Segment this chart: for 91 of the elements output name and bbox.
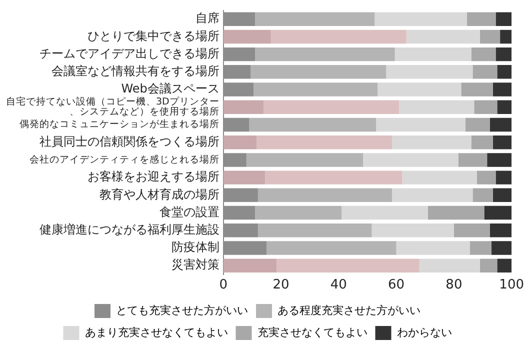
bar bbox=[399, 100, 474, 114]
x-tick-label: 60 bbox=[388, 278, 405, 293]
bar bbox=[465, 118, 490, 132]
bar bbox=[496, 47, 512, 62]
bar bbox=[255, 47, 395, 62]
y-tick-label: 会議室など情報共有をする場所 bbox=[51, 64, 220, 78]
bar bbox=[472, 188, 493, 202]
bar bbox=[392, 188, 473, 202]
x-tick-label: 40 bbox=[330, 278, 347, 293]
bar bbox=[250, 65, 386, 79]
bar bbox=[258, 224, 372, 238]
bar bbox=[480, 30, 500, 44]
bar bbox=[497, 65, 512, 79]
y-tick-label: 災害対策 bbox=[171, 258, 220, 272]
bar bbox=[256, 135, 392, 150]
bar bbox=[372, 224, 454, 238]
bar bbox=[497, 100, 512, 114]
bar bbox=[223, 30, 271, 44]
y-tick-label: 自宅で持てない設備（コピー機、3Dプリンター、システムなど）を使用する場所 bbox=[6, 96, 220, 118]
bar bbox=[472, 65, 498, 79]
legend-label: 充実させなくてもよい bbox=[257, 326, 368, 339]
bar bbox=[474, 100, 498, 114]
y-tick-label: 会社のアイデンティティを感じとれる場所 bbox=[29, 153, 220, 166]
bar bbox=[480, 258, 498, 272]
legend-label: あまり充実させなくてもよい bbox=[84, 326, 228, 339]
bar bbox=[492, 188, 512, 202]
bar bbox=[406, 30, 480, 44]
bar bbox=[490, 118, 512, 132]
x-tick-label: 0 bbox=[219, 278, 228, 293]
bar bbox=[246, 153, 364, 167]
bar bbox=[342, 206, 428, 220]
bar bbox=[471, 47, 496, 62]
bar bbox=[249, 118, 376, 132]
bar bbox=[458, 153, 488, 167]
y-tick-label: 防疫体制 bbox=[171, 240, 220, 254]
bar bbox=[223, 135, 257, 150]
bar bbox=[471, 135, 493, 150]
bar bbox=[477, 170, 496, 184]
bar bbox=[402, 170, 478, 184]
y-tick-label: 社員同士の信頼関係をつくる場所 bbox=[39, 134, 220, 148]
y-tick-label: 自席 bbox=[195, 11, 220, 26]
bar bbox=[254, 82, 378, 96]
bar bbox=[223, 100, 264, 114]
bar bbox=[419, 258, 480, 272]
bar bbox=[266, 241, 396, 255]
bar bbox=[500, 30, 512, 44]
y-tick-label: ひとりで集中できる場所 bbox=[87, 28, 220, 43]
bar bbox=[466, 12, 496, 26]
bar bbox=[490, 224, 512, 238]
bar bbox=[270, 30, 406, 44]
x-tick-label: 80 bbox=[446, 278, 462, 293]
bar bbox=[470, 241, 492, 255]
bar bbox=[492, 135, 512, 150]
bar bbox=[265, 170, 402, 184]
bar bbox=[454, 224, 490, 238]
bar bbox=[386, 65, 473, 79]
bar bbox=[264, 100, 400, 114]
bar bbox=[363, 153, 458, 167]
y-tick-label: 教育や人材育成の場所 bbox=[99, 187, 220, 202]
bar bbox=[394, 47, 472, 62]
bar bbox=[392, 135, 472, 150]
y-tick-label: 健康増進につながる福利厚生施設 bbox=[39, 222, 220, 237]
bar bbox=[487, 153, 512, 167]
bar bbox=[491, 241, 512, 255]
bar bbox=[461, 82, 493, 96]
bar bbox=[258, 188, 392, 202]
bar bbox=[223, 258, 277, 272]
bar bbox=[496, 170, 512, 184]
bar bbox=[378, 82, 462, 96]
bar bbox=[396, 241, 470, 255]
y-tick-label: お客様をお迎えする場所 bbox=[87, 170, 220, 184]
bar bbox=[496, 12, 512, 26]
bar bbox=[497, 258, 512, 272]
y-tick-label: チームでアイデア出しできる場所 bbox=[39, 46, 220, 60]
bar bbox=[484, 206, 512, 220]
legend-label: とても充実させた方がいい bbox=[116, 304, 248, 317]
bar bbox=[223, 170, 266, 184]
x-tick-label: 100 bbox=[499, 278, 524, 293]
y-tick-label: 偶発的なコミュニケーションが生まれる場所 bbox=[19, 118, 220, 130]
x-tick-label: 20 bbox=[272, 278, 290, 293]
bar bbox=[276, 258, 420, 272]
y-tick-label: 食堂の設置 bbox=[159, 204, 220, 219]
bar bbox=[376, 118, 466, 132]
legend-label: わからない bbox=[396, 326, 452, 339]
bar bbox=[255, 206, 342, 220]
y-tick-label: Web会議スペース bbox=[121, 82, 220, 96]
bar bbox=[255, 12, 375, 26]
bar bbox=[428, 206, 484, 220]
bar bbox=[374, 12, 467, 26]
legend-label: ある程度充実させた方がいい bbox=[278, 304, 420, 317]
bar bbox=[492, 82, 512, 96]
